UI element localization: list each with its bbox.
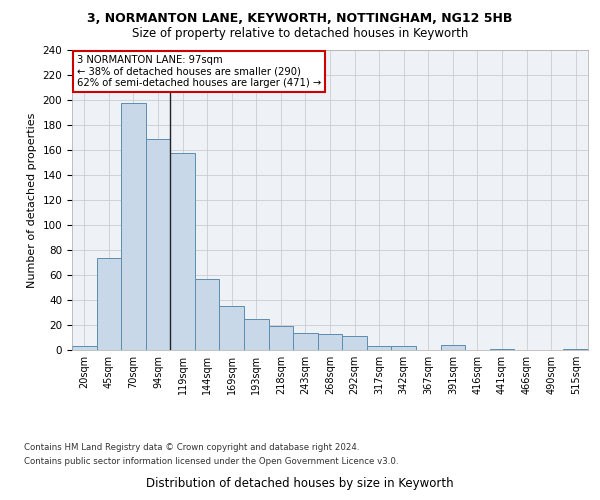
Text: Size of property relative to detached houses in Keyworth: Size of property relative to detached ho…	[132, 28, 468, 40]
Y-axis label: Number of detached properties: Number of detached properties	[27, 112, 37, 288]
Bar	[220, 306, 244, 350]
Bar	[563, 349, 588, 350]
Text: 3 NORMANTON LANE: 97sqm
← 38% of detached houses are smaller (290)
62% of semi-d: 3 NORMANTON LANE: 97sqm ← 38% of detache…	[77, 54, 322, 88]
Bar	[121, 102, 146, 350]
Bar	[97, 258, 121, 350]
Text: Distribution of detached houses by size in Keyworth: Distribution of detached houses by size …	[146, 478, 454, 490]
Bar	[391, 346, 416, 350]
Text: 3, NORMANTON LANE, KEYWORTH, NOTTINGHAM, NG12 5HB: 3, NORMANTON LANE, KEYWORTH, NOTTINGHAM,…	[88, 12, 512, 26]
Bar	[367, 346, 391, 350]
Bar	[244, 319, 269, 350]
Text: Contains public sector information licensed under the Open Government Licence v3: Contains public sector information licen…	[24, 458, 398, 466]
Bar	[490, 349, 514, 350]
Bar	[146, 138, 170, 350]
Bar	[293, 332, 318, 350]
Bar	[195, 279, 220, 350]
Bar	[342, 336, 367, 350]
Bar	[72, 346, 97, 350]
Bar	[170, 152, 195, 350]
Bar	[269, 326, 293, 350]
Bar	[440, 345, 465, 350]
Text: Contains HM Land Registry data © Crown copyright and database right 2024.: Contains HM Land Registry data © Crown c…	[24, 442, 359, 452]
Bar	[318, 334, 342, 350]
